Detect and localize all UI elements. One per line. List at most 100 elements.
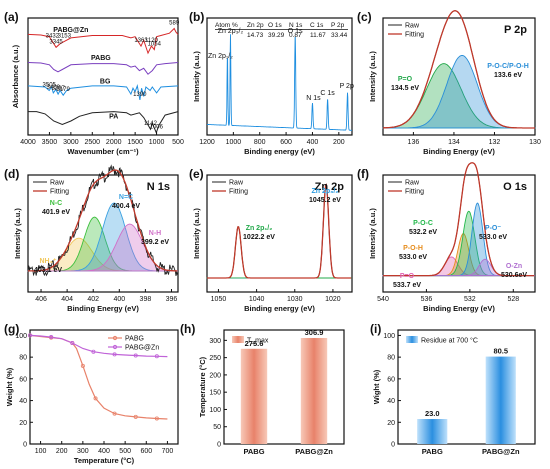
panel-letter: (i) (370, 322, 381, 336)
x-tick-label: 1050 (211, 296, 227, 303)
panel-letter: (a) (4, 10, 19, 24)
table-cell: 39.29 (268, 32, 285, 39)
fitting-curve (28, 169, 178, 272)
category-label: PABG (422, 447, 443, 456)
x-axis-label: Binding energy (eV) (244, 304, 315, 313)
table-header: Zn 2p (247, 22, 264, 29)
peak-annotation: 1006 (150, 125, 164, 131)
panel-letter: (h) (180, 322, 195, 336)
y-tick-label: 80 (387, 355, 395, 362)
data-point (133, 353, 138, 358)
panel-letter: (e) (189, 167, 204, 181)
y-axis-label: Weight (%) (5, 367, 14, 406)
y-tick-label: 50 (213, 424, 221, 431)
legend-swatch (232, 336, 244, 343)
legend-label: PABG (125, 336, 144, 343)
y-axis-label: Wight (%) (372, 369, 381, 404)
x-tick-label: 400 (307, 139, 319, 146)
legend-label: Raw (405, 180, 420, 187)
table-cell: 0.87 (289, 32, 302, 39)
x-tick-label: 1500 (127, 139, 143, 146)
y-tick-label: 300 (209, 338, 221, 345)
panel-i: (i) 0 20 40 60 80 100 23.0 PABG 80.5 PABG@Zn Residu… (370, 322, 536, 456)
peak-annotation: 3297 (51, 86, 65, 92)
panel-title: O 1s (503, 181, 527, 193)
y-axis-label: Intensity (a.u.) (368, 208, 377, 259)
panel-letter: (g) (4, 322, 19, 336)
x-tick-label: 100 (35, 448, 47, 455)
series-line-pabg (27, 62, 179, 75)
peak-annotation: 3505 (43, 83, 57, 89)
category-label: PABG (243, 447, 264, 456)
peak-annotation: 3345 (49, 39, 63, 45)
data-point (154, 416, 159, 421)
x-axis-label: Temperature (°C) (74, 456, 135, 465)
legend-label: Residue at 700 °C (421, 337, 478, 345)
x-tick-label: 396 (166, 296, 178, 303)
x-axis-label: Binding Energy (eV) (423, 304, 495, 313)
bar (417, 419, 448, 444)
y-tick-label: 0 (391, 442, 395, 449)
x-tick-label: 130 (529, 139, 541, 146)
component-value: 400.4 eV (112, 203, 140, 210)
panel-h: (h) 0 50 100 150 200 250 300 275.6 PABG 306.9 PABG@… (180, 322, 345, 456)
peak-annotation: 1390 (133, 92, 147, 98)
y-tick-label: 20 (19, 420, 27, 427)
panel-b: (b)Zn 2p₃/₂Zn 2p₁/₂O 1sN 1sC 1sP 2pAtom … (189, 10, 354, 156)
panel-letter: (d) (4, 167, 19, 181)
x-tick-label: 1000 (226, 139, 242, 146)
x-tick-label: 398 (140, 296, 152, 303)
x-tick-label: 1040 (249, 296, 265, 303)
component-value: 533.0 eV (399, 254, 427, 261)
series-line-bg (27, 84, 179, 100)
legend-label: Raw (405, 23, 420, 30)
x-tick-label: 700 (162, 448, 174, 455)
peak-annotation: 1120 (145, 38, 159, 44)
table-header: P 2p (331, 22, 345, 29)
plot-frame (27, 17, 179, 136)
table-header: N 1s (289, 22, 303, 29)
panel-title: P 2p (504, 24, 527, 36)
x-tick-label: 2000 (106, 139, 122, 146)
plot-frame (223, 329, 345, 445)
y-axis-label: Absorbance (a.u.) (11, 44, 20, 108)
component-name: P=O (400, 273, 415, 280)
x-tick-label: 406 (35, 296, 47, 303)
table-header: Atom % (215, 22, 238, 29)
y-tick-label: 60 (19, 376, 27, 383)
y-tick-label: 20 (387, 420, 395, 427)
x-tick-label: 1000 (149, 139, 165, 146)
component-name: P-O-C (413, 220, 433, 227)
fitting-curve (207, 183, 352, 279)
x-tick-label: 136 (408, 139, 420, 146)
component-name: O-Zn (506, 263, 522, 270)
raw-curve (27, 164, 178, 277)
peak-annotation: 1363 (134, 38, 148, 44)
x-tick-label: 132 (489, 139, 501, 146)
component-value: 1022.2 eV (243, 234, 275, 241)
plot-frame (206, 174, 353, 293)
x-tick-label: 532 (464, 296, 476, 303)
component-name: P-O-H (403, 245, 423, 252)
x-tick-label: 4000 (20, 139, 36, 146)
peak-annotation: 3153 (58, 33, 72, 39)
series-label: PABG (91, 55, 111, 62)
x-tick-label: 400 (113, 296, 125, 303)
y-tick-label: 100 (15, 333, 27, 340)
legend-marker (112, 335, 118, 341)
component-name: Zn 2p₃/₂ (312, 188, 339, 195)
y-tick-label: 100 (383, 333, 395, 340)
component-value: 532.2 eV (409, 229, 437, 236)
x-tick-label: 400 (98, 448, 110, 455)
x-axis-label: Wavenumber (cm⁻¹) (67, 147, 139, 156)
component-value: 403.1 eV (34, 267, 62, 274)
data-point (91, 349, 96, 354)
component-value: 133.6 eV (494, 72, 522, 79)
y-tick-label: 0 (23, 442, 27, 449)
peak-label: Zn 2p₁/₂ (208, 53, 233, 60)
x-tick-label: 528 (507, 296, 519, 303)
y-tick-label: 40 (387, 398, 395, 405)
y-axis-label: Intensity (a.u.) (192, 208, 201, 259)
x-tick-label: 1200 (199, 139, 215, 146)
